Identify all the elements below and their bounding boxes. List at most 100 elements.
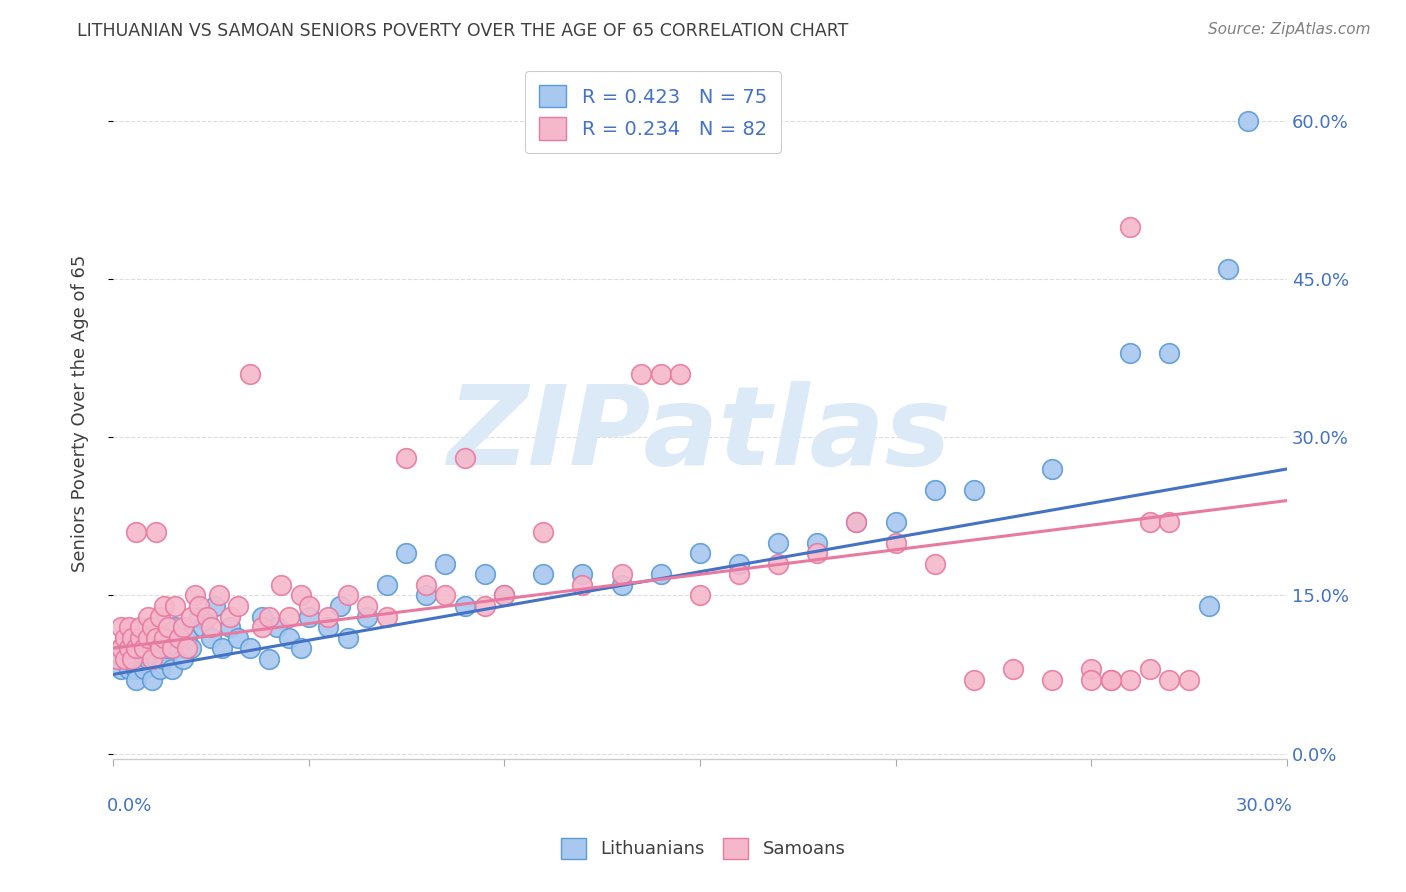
Point	[924, 557, 946, 571]
Point	[180, 641, 202, 656]
Point	[316, 609, 339, 624]
Point	[1001, 662, 1024, 676]
Point	[806, 546, 828, 560]
Point	[117, 620, 139, 634]
Text: 0.0%: 0.0%	[107, 797, 152, 814]
Point	[1099, 673, 1122, 687]
Point	[474, 567, 496, 582]
Point	[434, 589, 457, 603]
Point	[114, 631, 136, 645]
Point	[1119, 219, 1142, 234]
Point	[149, 641, 172, 656]
Y-axis label: Seniors Poverty Over the Age of 65: Seniors Poverty Over the Age of 65	[72, 255, 89, 573]
Point	[141, 673, 163, 687]
Point	[806, 535, 828, 549]
Point	[219, 609, 242, 624]
Point	[117, 641, 139, 656]
Point	[630, 367, 652, 381]
Point	[884, 535, 907, 549]
Point	[1080, 662, 1102, 676]
Point	[180, 609, 202, 624]
Point	[375, 578, 398, 592]
Point	[1139, 515, 1161, 529]
Point	[110, 641, 132, 656]
Point	[145, 651, 167, 665]
Point	[375, 609, 398, 624]
Point	[278, 609, 301, 624]
Point	[172, 651, 194, 665]
Point	[121, 631, 143, 645]
Point	[172, 620, 194, 634]
Text: Source: ZipAtlas.com: Source: ZipAtlas.com	[1208, 22, 1371, 37]
Point	[728, 557, 751, 571]
Point	[395, 451, 418, 466]
Point	[134, 662, 156, 676]
Point	[121, 651, 143, 665]
Point	[125, 662, 148, 676]
Point	[121, 651, 143, 665]
Point	[531, 567, 554, 582]
Point	[290, 641, 312, 656]
Point	[1236, 114, 1258, 128]
Point	[141, 641, 163, 656]
Point	[356, 609, 378, 624]
Point	[169, 641, 191, 656]
Point	[963, 673, 986, 687]
Point	[650, 567, 672, 582]
Legend: R = 0.423   N = 75, R = 0.234   N = 82: R = 0.423 N = 75, R = 0.234 N = 82	[526, 71, 780, 153]
Point	[121, 641, 143, 656]
Point	[125, 673, 148, 687]
Point	[226, 599, 249, 613]
Point	[152, 651, 174, 665]
Point	[184, 589, 207, 603]
Point	[187, 599, 209, 613]
Point	[141, 620, 163, 634]
Point	[152, 599, 174, 613]
Point	[1159, 346, 1181, 360]
Point	[571, 578, 593, 592]
Point	[176, 641, 198, 656]
Point	[110, 662, 132, 676]
Point	[250, 609, 273, 624]
Point	[571, 567, 593, 582]
Point	[1159, 673, 1181, 687]
Point	[259, 609, 281, 624]
Point	[1119, 673, 1142, 687]
Point	[145, 631, 167, 645]
Point	[117, 641, 139, 656]
Point	[1040, 462, 1063, 476]
Point	[454, 599, 477, 613]
Point	[165, 599, 187, 613]
Point	[329, 599, 352, 613]
Point	[766, 557, 789, 571]
Point	[297, 599, 319, 613]
Point	[336, 589, 359, 603]
Point	[129, 651, 152, 665]
Point	[270, 578, 292, 592]
Point	[290, 589, 312, 603]
Point	[434, 557, 457, 571]
Point	[129, 631, 152, 645]
Point	[149, 662, 172, 676]
Text: LITHUANIAN VS SAMOAN SENIORS POVERTY OVER THE AGE OF 65 CORRELATION CHART: LITHUANIAN VS SAMOAN SENIORS POVERTY OVE…	[77, 22, 849, 40]
Point	[1119, 346, 1142, 360]
Point	[1099, 673, 1122, 687]
Point	[689, 589, 711, 603]
Point	[1198, 599, 1220, 613]
Point	[239, 367, 262, 381]
Point	[884, 515, 907, 529]
Point	[963, 483, 986, 497]
Point	[152, 631, 174, 645]
Point	[211, 641, 233, 656]
Point	[610, 578, 633, 592]
Point	[207, 589, 229, 603]
Point	[134, 641, 156, 656]
Point	[728, 567, 751, 582]
Point	[1216, 261, 1239, 276]
Point	[531, 525, 554, 540]
Point	[195, 609, 218, 624]
Point	[494, 589, 516, 603]
Point	[191, 620, 214, 634]
Point	[454, 451, 477, 466]
Point	[114, 631, 136, 645]
